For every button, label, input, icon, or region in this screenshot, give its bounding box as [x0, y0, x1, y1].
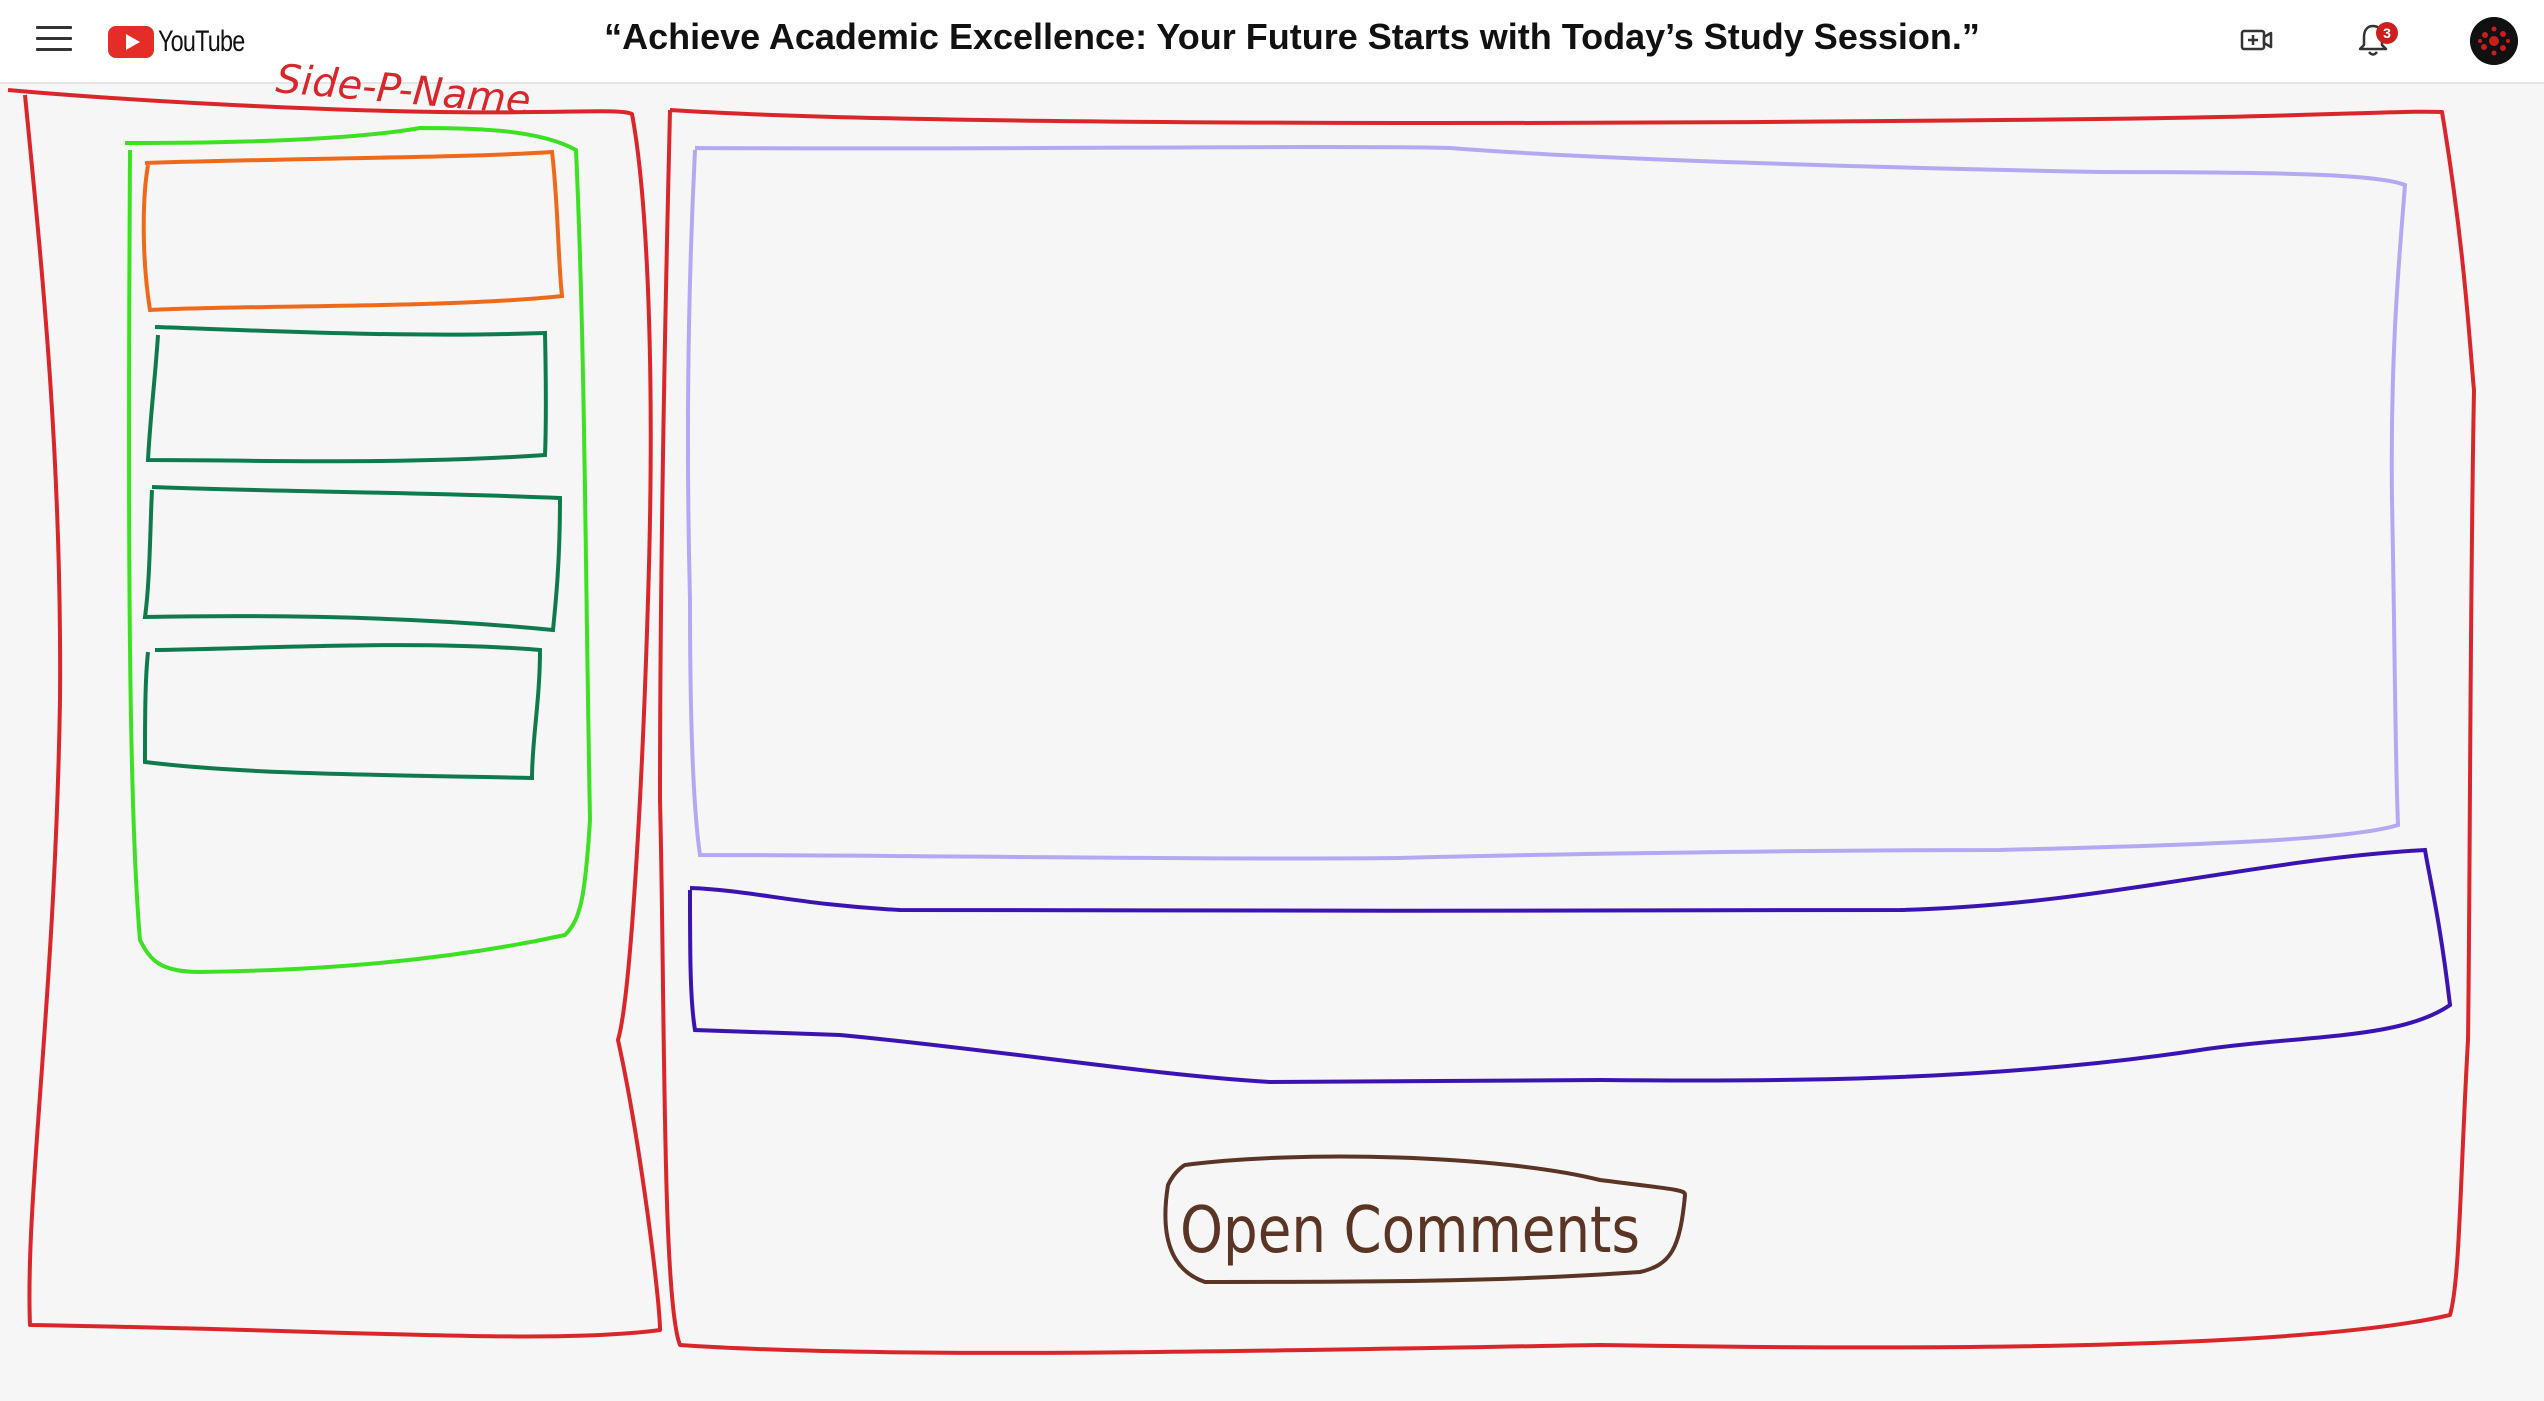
- open-comments-button[interactable]: Open Comments: [1163, 1154, 1688, 1285]
- video-info-panel[interactable]: [688, 847, 2453, 1085]
- left-panel-frame: [7, 88, 662, 1339]
- open-comments-label: Open Comments: [1180, 1194, 1640, 1268]
- side-panel-item[interactable]: [142, 485, 563, 633]
- side-panel-item-active[interactable]: [141, 149, 565, 313]
- youtube-wordmark: YouTube: [158, 25, 245, 58]
- video-player[interactable]: [685, 145, 2408, 861]
- youtube-logo[interactable]: YouTube: [108, 22, 269, 62]
- youtube-play-icon: [108, 26, 154, 58]
- menu-icon[interactable]: [36, 26, 72, 56]
- side-panel-item[interactable]: [145, 325, 548, 464]
- main-panel-frame: [658, 108, 2476, 1355]
- notification-badge: 3: [2376, 22, 2398, 44]
- avatar[interactable]: [2470, 17, 2518, 65]
- side-panel-container[interactable]: [124, 125, 593, 975]
- page-title: “Achieve Academic Excellence: Your Futur…: [604, 16, 1980, 57]
- side-panel-item[interactable]: [142, 643, 543, 781]
- create-video-icon[interactable]: [2240, 26, 2274, 54]
- top-bar: YouTube “Achieve Academic Excellence: Yo…: [0, 0, 2544, 84]
- avatar-image: [2470, 17, 2518, 65]
